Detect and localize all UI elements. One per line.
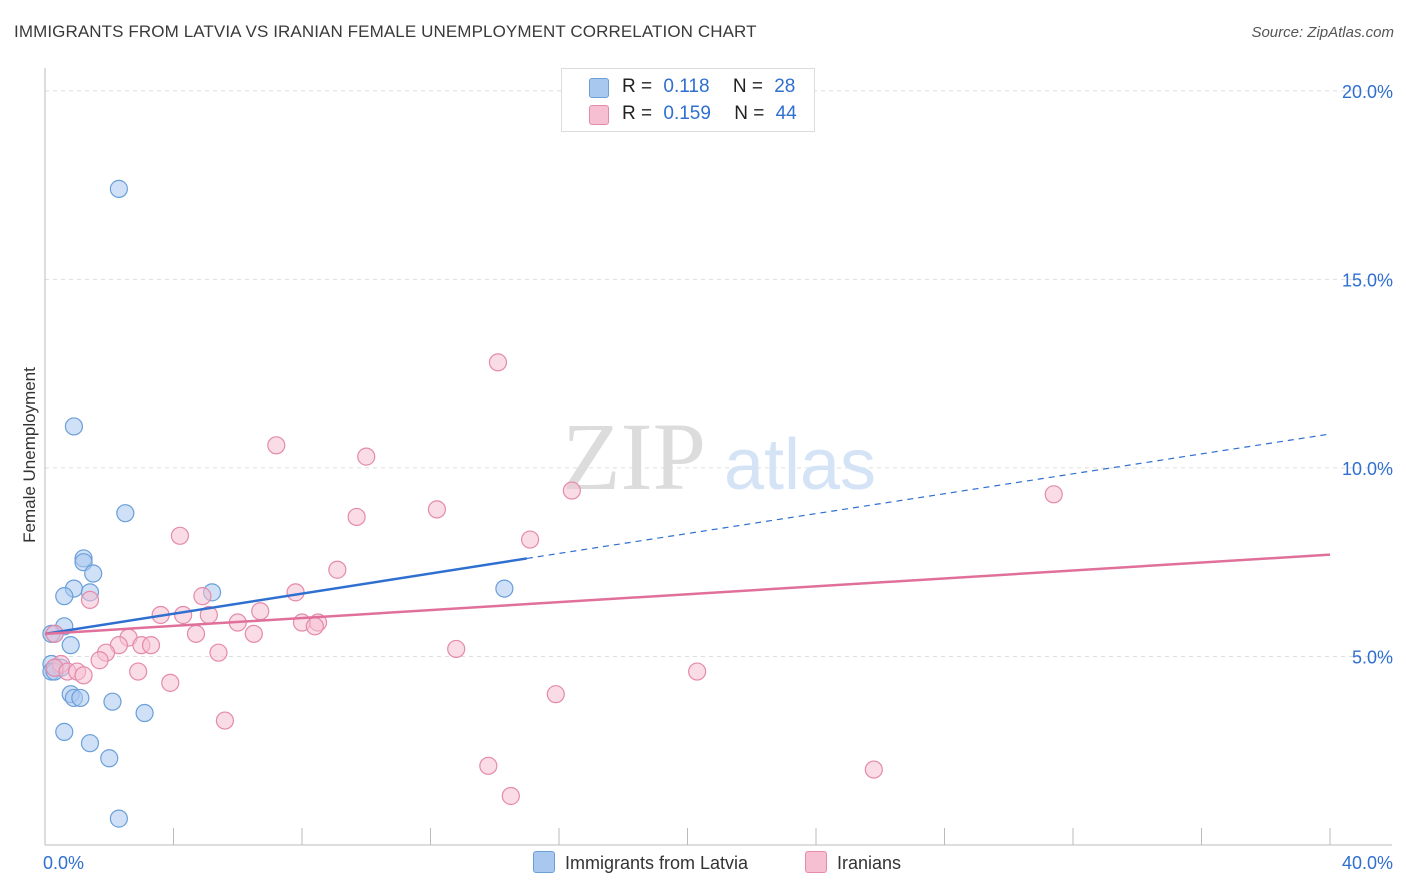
iran-point	[90, 651, 109, 670]
latvia-swatch	[589, 78, 609, 98]
legend-n-value-iran: 44	[775, 103, 797, 124]
x-tick-label: 40.0%	[1342, 853, 1393, 873]
iran-point	[244, 624, 263, 643]
latvia-point	[71, 688, 90, 708]
iran-point	[546, 685, 565, 704]
iran-point	[161, 673, 180, 692]
iran-point	[1044, 485, 1063, 504]
legend-n-label: N =	[732, 76, 763, 97]
trend-lines	[44, 433, 1331, 636]
iran-point	[170, 526, 190, 545]
legend-r-label: R =	[622, 103, 653, 124]
iran-point	[447, 639, 466, 659]
latvia-legend-label: Immigrants from Latvia	[565, 853, 749, 873]
x-tick-label: 0.0%	[43, 853, 84, 873]
watermark-zip: ZIP	[562, 403, 706, 510]
latvia-legend-swatch	[533, 851, 555, 873]
iran-point	[427, 500, 447, 519]
y-tick-labels: 5.0% 10.0% 15.0% 20.0%	[1342, 82, 1393, 668]
iran-point	[174, 605, 193, 625]
iran-point	[129, 662, 148, 681]
latvia-point	[116, 504, 135, 523]
iran-point	[328, 560, 347, 579]
correlation-legend: R = 0.118 N = 28 R = 0.159 N = 44	[561, 68, 815, 132]
iran-legend-label: Iranians	[837, 853, 902, 873]
iran-point	[286, 583, 305, 602]
iran-point	[347, 507, 366, 527]
iran-point	[479, 756, 498, 775]
y-tick-label: 10.0%	[1342, 459, 1393, 479]
iran-point	[215, 711, 234, 730]
latvia-point	[55, 722, 74, 741]
legend-n-value-latvia: 28	[774, 76, 796, 97]
iran-point	[357, 447, 376, 466]
legend-n-label: N =	[734, 103, 765, 124]
bottom-legend-iran: Iranians	[805, 851, 901, 874]
latvia-point	[100, 749, 119, 768]
y-tick-label: 5.0%	[1352, 647, 1393, 667]
latvia-point	[55, 587, 74, 606]
legend-r-value-latvia: 0.118	[663, 76, 710, 97]
axes	[44, 68, 1392, 846]
latvia-point	[84, 564, 103, 583]
x-tick-labels: 0.0% 40.0%	[43, 853, 1393, 873]
legend-r-label: R =	[622, 76, 653, 97]
latvia-trend-extension	[526, 433, 1331, 560]
iran-point	[864, 760, 883, 779]
iran-point	[186, 624, 206, 643]
iran-point	[209, 643, 228, 662]
chart-title: IMMIGRANTS FROM LATVIA VS IRANIAN FEMALE…	[14, 22, 757, 41]
latvia-point	[109, 179, 128, 198]
iran-point	[267, 436, 286, 455]
iran-point	[141, 636, 161, 655]
y-axis-label: Female Unemployment	[20, 367, 39, 543]
iran-point	[80, 590, 100, 610]
iran-point	[74, 666, 93, 685]
iran-trend-line	[44, 553, 1331, 636]
iran-point	[488, 353, 508, 372]
gridlines	[45, 90, 1392, 657]
iran-point	[562, 481, 581, 500]
latvia-point	[80, 734, 100, 753]
source-label: Source: ZipAtlas.com	[1251, 24, 1394, 41]
latvia-point	[103, 692, 122, 711]
bottom-legend-latvia: Immigrants from Latvia	[533, 851, 748, 874]
iran-point	[688, 662, 707, 681]
latvia-point	[135, 703, 154, 723]
latvia-point	[109, 809, 128, 828]
iran-point	[251, 602, 270, 621]
iran-point	[193, 587, 212, 606]
iran-points	[45, 353, 1063, 806]
legend-r-value-iran: 0.159	[663, 103, 711, 124]
latvia-point	[64, 417, 84, 436]
iran-point	[305, 617, 324, 636]
latvia-trend-line	[44, 557, 528, 636]
iran-legend-swatch	[805, 851, 827, 873]
iran-point	[501, 786, 520, 806]
watermark-atlas: atlas	[724, 425, 876, 505]
y-tick-label: 20.0%	[1342, 82, 1393, 102]
iran-point	[520, 530, 540, 549]
y-tick-label: 15.0%	[1342, 270, 1393, 290]
latvia-point	[61, 636, 80, 655]
iran-swatch	[589, 105, 609, 125]
latvia-point	[495, 579, 514, 598]
